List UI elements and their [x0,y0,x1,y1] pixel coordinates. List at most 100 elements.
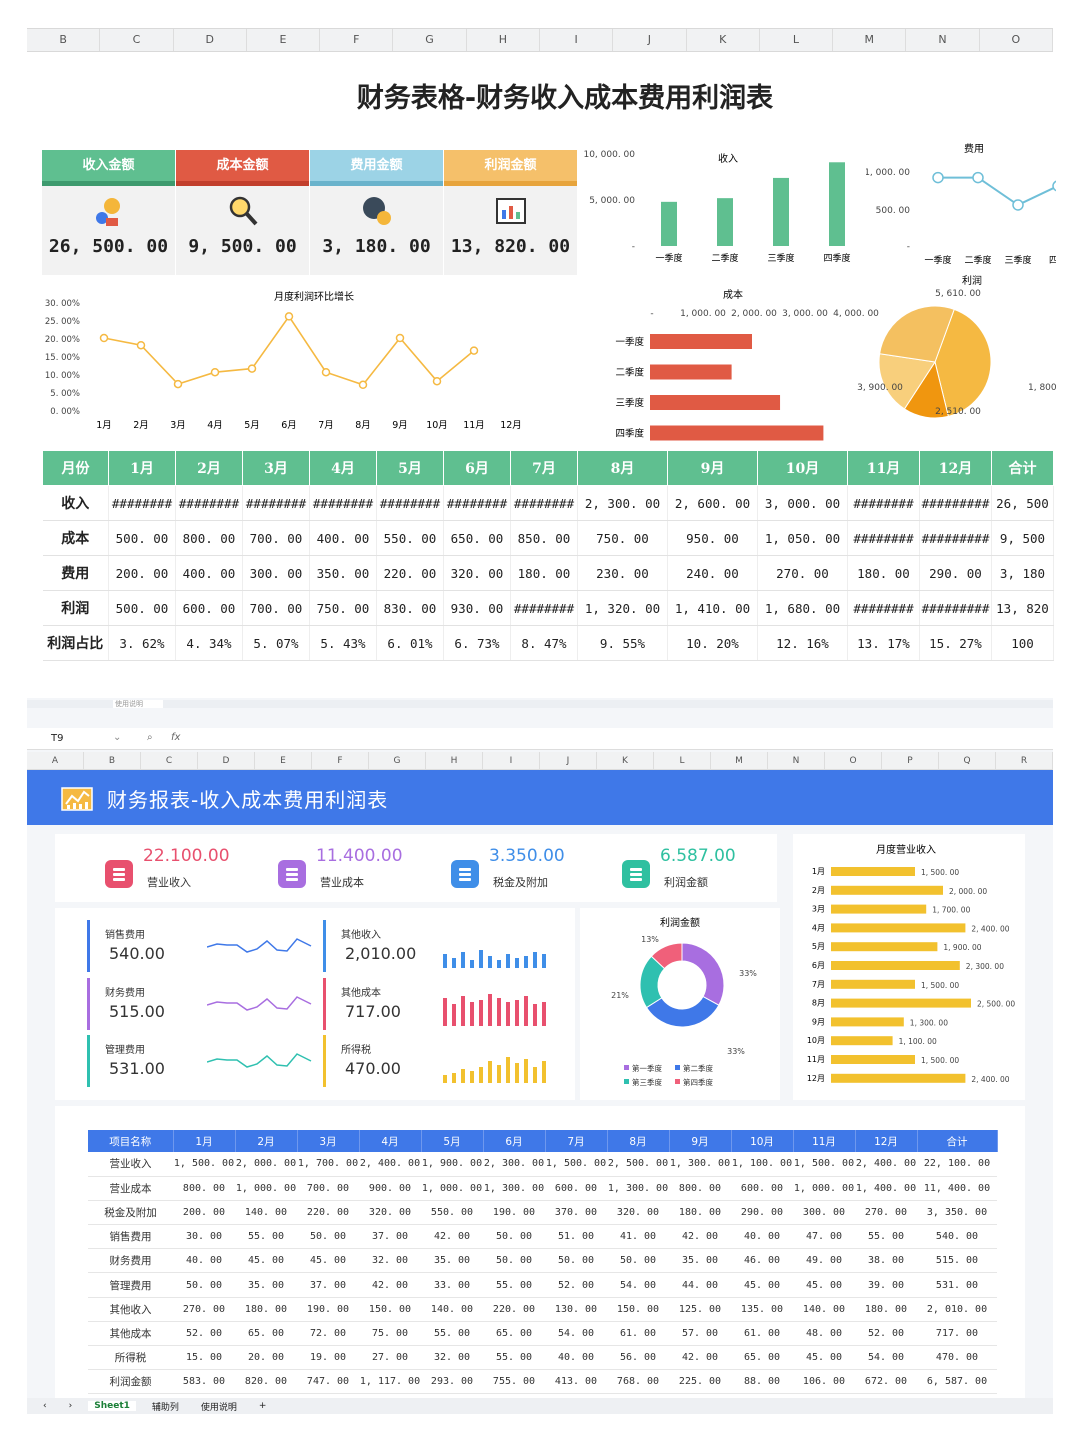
column-header[interactable]: M [833,29,907,51]
table-cell[interactable]: 1, 050. 00 [757,520,848,556]
column-header[interactable]: N [768,752,825,769]
table-cell[interactable]: 15. 27% [919,625,992,661]
table-cell[interactable]: 400. 00 [309,520,377,556]
table-cell[interactable]: 600. 00 [731,1176,793,1201]
table-cell[interactable]: 51. 00 [545,1224,607,1250]
tab-partial[interactable]: 使用说明 [113,700,163,708]
table-cell[interactable]: 营业成本 [88,1176,173,1201]
table-cell[interactable]: 5. 43% [309,625,377,661]
table-cell[interactable]: 55. 00 [855,1224,917,1250]
table-cell[interactable]: 55. 00 [483,1345,545,1371]
table-cell[interactable]: 42. 00 [669,1224,731,1250]
table-cell[interactable]: 40. 00 [173,1248,235,1274]
cell-reference-box[interactable]: T9 [51,733,64,744]
table-cell[interactable]: 4. 34% [175,625,243,661]
table-cell[interactable]: 费用 [42,555,109,591]
column-header[interactable]: L [760,29,834,51]
table-cell[interactable]: 13, 820 [991,590,1054,626]
table-cell[interactable]: 270. 00 [757,555,848,591]
table-cell[interactable]: 515. 00 [917,1248,997,1274]
table-cell[interactable]: 150. 00 [359,1297,421,1322]
table-cell[interactable]: 220. 00 [376,555,444,591]
column-header[interactable]: G [393,29,467,51]
table-cell[interactable]: 55. 00 [235,1224,297,1250]
table-cell[interactable]: 290. 00 [919,555,992,591]
table-cell[interactable]: 600. 00 [545,1176,607,1201]
table-cell[interactable]: 106. 00 [793,1369,855,1395]
table-cell[interactable]: 180. 00 [669,1200,731,1226]
table-cell[interactable]: 747. 00 [297,1369,359,1395]
table-cell[interactable]: 1, 100. 00 [731,1152,793,1177]
table-cell[interactable]: 180. 00 [855,1297,917,1322]
table-cell[interactable]: 300. 00 [242,555,310,591]
table-cell[interactable]: 50. 00 [173,1272,235,1298]
table-cell[interactable]: 755. 00 [483,1369,545,1395]
table-cell[interactable]: 42. 00 [421,1224,483,1250]
table-cell[interactable]: 700. 00 [242,590,310,626]
table-cell[interactable]: 140. 00 [421,1297,483,1322]
table-cell[interactable]: 930. 00 [443,590,511,626]
table-cell[interactable]: 38. 00 [855,1248,917,1274]
column-header[interactable]: B [84,752,141,769]
table-cell[interactable]: 54. 00 [855,1345,917,1371]
table-cell[interactable]: 管理费用 [88,1272,173,1298]
table-cell[interactable]: 1, 117. 00 [359,1369,421,1395]
column-header[interactable]: J [540,752,597,769]
table-cell[interactable]: 50. 00 [545,1248,607,1274]
table-cell[interactable]: 35. 00 [421,1248,483,1274]
column-header[interactable]: C [100,29,174,51]
table-cell[interactable]: 750. 00 [577,520,668,556]
table-cell[interactable]: 830. 00 [376,590,444,626]
column-header[interactable]: O [825,752,882,769]
table-cell[interactable]: 413. 00 [545,1369,607,1395]
table-cell[interactable]: ######## [847,590,920,626]
table-cell[interactable]: ######## [376,485,444,521]
table-cell[interactable]: 370. 00 [545,1200,607,1226]
table-cell[interactable]: 540. 00 [917,1224,997,1250]
column-header[interactable]: L [654,752,711,769]
table-cell[interactable]: 52. 00 [855,1321,917,1347]
table-cell[interactable]: 65. 00 [731,1345,793,1371]
table-cell[interactable]: 65. 00 [483,1321,545,1347]
table-cell[interactable]: 8. 47% [510,625,578,661]
table-cell[interactable]: 37. 00 [359,1224,421,1250]
table-cell[interactable]: 1, 320. 00 [577,590,668,626]
table-cell[interactable]: 1, 300. 00 [607,1176,669,1201]
table-cell[interactable]: 1, 900. 00 [421,1152,483,1177]
table-cell[interactable]: 6. 73% [443,625,511,661]
zoom-icon[interactable]: ⌕ [147,732,153,743]
table-cell[interactable]: 45. 00 [235,1248,297,1274]
sheet-tab[interactable]: Sheet1 [88,1401,136,1411]
table-cell[interactable]: 850. 00 [510,520,578,556]
table-cell[interactable]: 700. 00 [297,1176,359,1201]
table-cell[interactable]: 55. 00 [421,1321,483,1347]
table-cell[interactable]: 1, 500. 00 [545,1152,607,1177]
table-cell[interactable]: 700. 00 [242,520,310,556]
table-cell[interactable]: 3. 62% [108,625,176,661]
table-cell[interactable]: 45. 00 [793,1272,855,1298]
table-cell[interactable]: 225. 00 [669,1369,731,1395]
table-cell[interactable]: 200. 00 [173,1200,235,1226]
table-cell[interactable]: 1, 300. 00 [669,1152,731,1177]
column-header[interactable]: D [198,752,255,769]
table-cell[interactable]: 42. 00 [359,1272,421,1298]
table-cell[interactable]: ######## [309,485,377,521]
table-cell[interactable]: 950. 00 [667,520,758,556]
table-cell[interactable]: 190. 00 [297,1297,359,1322]
table-cell[interactable]: 768. 00 [607,1369,669,1395]
table-cell[interactable]: 135. 00 [731,1297,793,1322]
table-cell[interactable]: 750. 00 [309,590,377,626]
table-cell[interactable]: 220. 00 [297,1200,359,1226]
table-cell[interactable]: ######## [510,485,578,521]
table-cell[interactable]: 180. 00 [235,1297,297,1322]
table-cell[interactable]: 54. 00 [545,1321,607,1347]
sheet-tab[interactable]: 辅助列 [151,1402,179,1413]
table-cell[interactable]: 150. 00 [607,1297,669,1322]
table-cell[interactable]: 40. 00 [731,1224,793,1250]
column-header[interactable]: G [369,752,426,769]
table-cell[interactable]: 550. 00 [376,520,444,556]
table-cell[interactable]: 56. 00 [607,1345,669,1371]
nav-next-icon[interactable]: › [68,1401,73,1411]
table-cell[interactable]: 1, 300. 00 [483,1176,545,1201]
table-cell[interactable]: 820. 00 [235,1369,297,1395]
